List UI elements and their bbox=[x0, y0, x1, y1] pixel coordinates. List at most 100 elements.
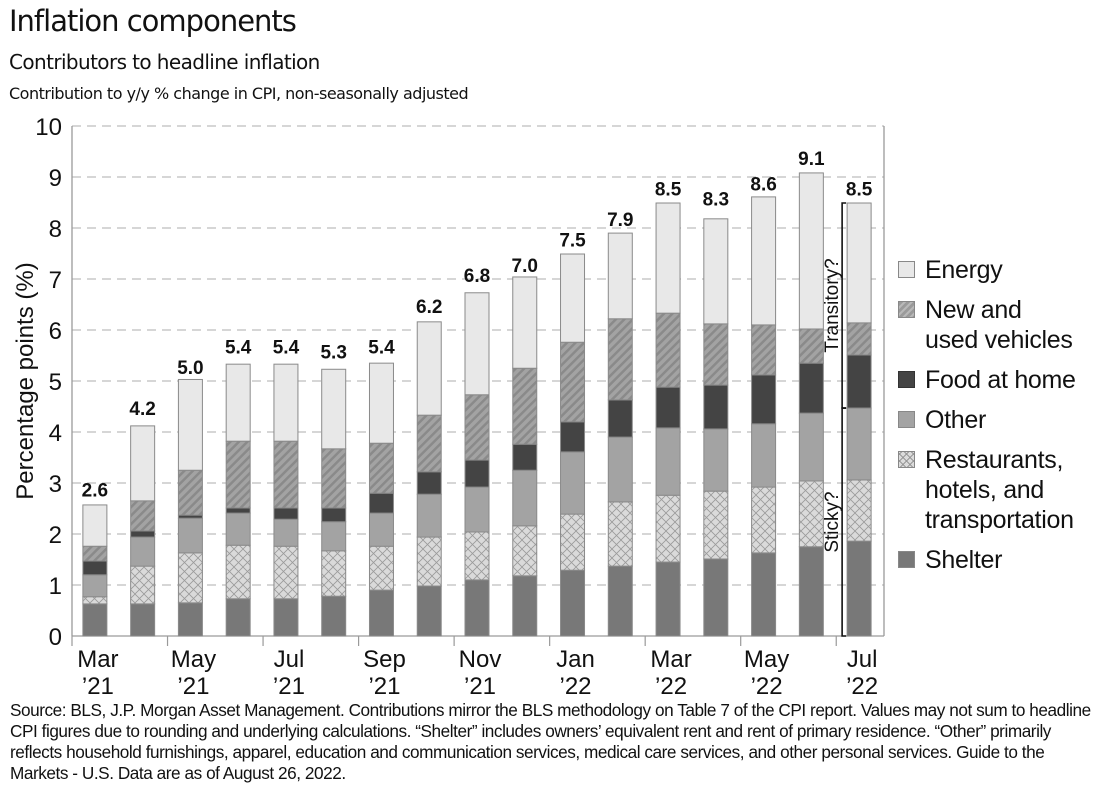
legend-item-vehicles: New and used vehicles bbox=[898, 295, 1112, 355]
legend-label: Energy bbox=[925, 256, 1003, 284]
bar-segment-vehicles bbox=[368, 442, 394, 494]
legend-item-restaurants: Restaurants, hotels, and transportation bbox=[898, 445, 1112, 535]
bar-segment-other bbox=[177, 517, 203, 554]
bar-segment-food bbox=[464, 459, 490, 488]
bar-segment-food bbox=[846, 354, 872, 409]
y-tick-label: 1 bbox=[49, 573, 62, 600]
bar-segment-vehicles bbox=[846, 322, 872, 356]
bar-stack bbox=[846, 202, 872, 637]
bar-stack bbox=[416, 321, 442, 637]
bar-segment-restaurants bbox=[464, 531, 490, 581]
axes: 012345678910Mar’21May’21Jul’21Sep’21Nov’… bbox=[35, 114, 885, 700]
bar-segment-food bbox=[321, 507, 347, 523]
bar-segment-restaurants bbox=[751, 486, 777, 554]
bar-segment-vehicles bbox=[321, 448, 347, 509]
bar-segment-restaurants bbox=[655, 494, 681, 563]
bar-segment-vehicles bbox=[798, 328, 824, 364]
bar-segment-shelter bbox=[751, 552, 777, 637]
y-tick-label: 10 bbox=[35, 114, 62, 141]
bar-stack bbox=[130, 425, 156, 637]
bar-segment-other bbox=[751, 423, 777, 488]
total-label: 5.4 bbox=[225, 338, 252, 359]
bar-stack bbox=[607, 232, 633, 637]
bar-segment-vehicles bbox=[512, 367, 538, 445]
x-tick-label-month: Jul bbox=[274, 646, 305, 673]
bar-stack bbox=[655, 202, 681, 637]
bar-segment-energy bbox=[273, 363, 299, 442]
bar-stack bbox=[273, 363, 299, 637]
x-tick-label-year: ’22 bbox=[751, 673, 783, 700]
bar-segment-shelter bbox=[560, 569, 586, 637]
bar-segment-shelter bbox=[321, 595, 347, 637]
y-tick-label: 5 bbox=[49, 369, 62, 396]
total-label: 8.6 bbox=[750, 174, 776, 195]
y-tick-label: 7 bbox=[49, 267, 62, 294]
bar-segment-food bbox=[751, 374, 777, 425]
bar-segment-energy bbox=[655, 202, 681, 314]
bar-segment-other bbox=[130, 536, 156, 567]
total-label: 4.2 bbox=[129, 399, 155, 420]
x-tick-label-month: Mar bbox=[77, 646, 118, 673]
legend-swatch-vehicles bbox=[898, 301, 915, 318]
bar-segment-energy bbox=[130, 425, 156, 502]
bar-segment-other bbox=[703, 428, 729, 492]
bar-segment-food bbox=[82, 560, 108, 576]
bar-segment-food bbox=[798, 362, 824, 414]
bar-stack bbox=[464, 292, 490, 637]
y-tick-label: 3 bbox=[49, 471, 62, 498]
x-tick-label-month: Mar bbox=[650, 646, 691, 673]
x-tick-label-month: May bbox=[171, 646, 216, 673]
bar-segment-other bbox=[560, 451, 586, 515]
annotation-bracket bbox=[841, 407, 847, 637]
bars bbox=[82, 172, 872, 637]
y-tick-label: 2 bbox=[49, 522, 62, 549]
bar-segment-other bbox=[321, 521, 347, 552]
bar-segment-vehicles bbox=[607, 318, 633, 401]
bar-segment-other bbox=[416, 493, 442, 538]
annotation-label: Transitory? bbox=[822, 258, 843, 352]
y-axis-label: Percentage points (%) bbox=[12, 262, 39, 499]
total-label: 2.6 bbox=[82, 480, 108, 501]
bar-segment-vehicles bbox=[273, 440, 299, 509]
bar-segment-energy bbox=[416, 321, 442, 416]
bar-segment-shelter bbox=[655, 561, 681, 637]
bar-segment-shelter bbox=[512, 575, 538, 637]
bar-segment-shelter bbox=[416, 585, 442, 637]
bar-stack bbox=[751, 196, 777, 637]
legend-item-food: Food at home bbox=[898, 365, 1112, 395]
bar-segment-restaurants bbox=[368, 545, 394, 591]
x-tick-label-year: ’21 bbox=[368, 673, 400, 700]
chart-description: Contribution to y/y % change in CPI, non… bbox=[9, 84, 469, 103]
bar-segment-shelter bbox=[607, 565, 633, 637]
bar-segment-other bbox=[464, 486, 490, 533]
x-tick-label-month: Jul bbox=[847, 646, 878, 673]
x-tick-label-year: ’21 bbox=[273, 673, 305, 700]
bar-segment-shelter bbox=[82, 603, 108, 637]
x-tick-label-month: Sep bbox=[363, 646, 406, 673]
bar-stack bbox=[512, 276, 538, 637]
bar-segment-vehicles bbox=[177, 469, 203, 516]
chart-subtitle: Contributors to headline inflation bbox=[9, 50, 320, 74]
x-tick-label-year: ’22 bbox=[846, 673, 878, 700]
bar-segment-energy bbox=[607, 232, 633, 320]
bar-segment-other bbox=[273, 518, 299, 547]
bar-segment-energy bbox=[751, 196, 777, 326]
bar-segment-shelter bbox=[368, 589, 394, 637]
source-footnote: Source: BLS, J.P. Morgan Asset Managemen… bbox=[10, 700, 1091, 783]
legend-swatch-shelter bbox=[898, 551, 915, 568]
bar-segment-energy bbox=[512, 276, 538, 369]
total-label: 6.2 bbox=[416, 297, 442, 318]
x-tick-label-year: ’21 bbox=[464, 673, 496, 700]
x-tick-label-year: ’22 bbox=[655, 673, 687, 700]
bar-segment-shelter bbox=[846, 540, 872, 637]
x-tick-label-month: Nov bbox=[459, 646, 502, 673]
bar-segment-vehicles bbox=[655, 312, 681, 388]
legend-swatch-restaurants bbox=[898, 451, 915, 468]
bar-segment-vehicles bbox=[560, 341, 586, 423]
total-label: 8.5 bbox=[846, 180, 873, 201]
legend-swatch-food bbox=[898, 371, 915, 388]
bar-segment-energy bbox=[560, 253, 586, 343]
bar-segment-restaurants bbox=[416, 536, 442, 587]
bar-stack bbox=[368, 362, 394, 637]
bar-segment-food bbox=[225, 507, 251, 514]
